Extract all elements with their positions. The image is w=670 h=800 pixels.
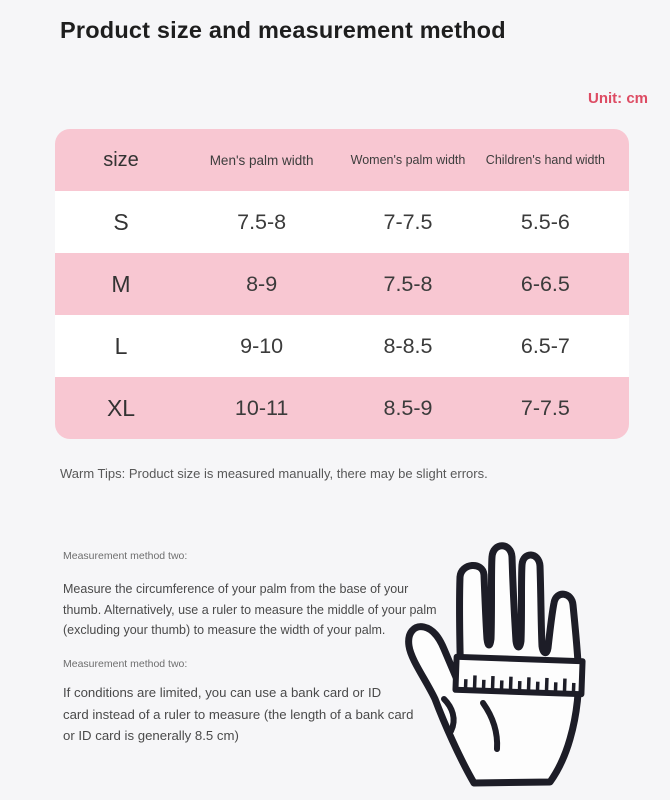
children-value: 5.5-6 [520,209,570,234]
women-value: 7-7.5 [383,209,433,234]
column-header-men: Men's palm width [209,152,314,168]
table-row: M 8-9 7.5-8 6-6.5 [55,253,629,315]
table-row: L 9-10 8-8.5 6.5-7 [55,315,629,377]
hand-with-ruler-icon [405,542,586,787]
measurement-method-2-text: If conditions are limited, you can use a… [63,682,413,747]
children-value: 6-6.5 [520,271,570,296]
table-row: XL 10-11 8.5-9 7-7.5 [55,377,629,439]
column-header-children: Children's hand width [485,153,605,167]
women-value: 7.5-8 [383,271,433,296]
size-value: XL [106,394,136,421]
men-value: 10-11 [234,395,289,420]
text-line: card instead of a ruler to measure (the … [63,706,414,722]
thumb-crease [441,696,457,734]
column-header-women: Women's palm width [350,153,466,167]
women-value: 8-8.5 [383,333,433,358]
ruler-ticks [463,675,576,692]
text-line: Measure the circumference of your palm f… [63,582,409,596]
size-value: L [114,332,128,359]
ruler [452,653,586,698]
text-line: thumb. Alternatively, use a ruler to mea… [63,602,437,617]
column-header-size: size [103,148,139,171]
text-line: (excluding your thumb) to measure the wi… [63,623,386,637]
measurement-method-2-label: Measurement method two: [63,658,188,670]
size-value: S [113,208,129,235]
men-value: 8-9 [246,271,278,296]
children-value: 7-7.5 [520,395,570,420]
measurement-method-1-text: Measure the circumference of your palm f… [63,579,437,641]
unit-label: Unit: cm [588,90,648,107]
women-value: 8.5-9 [383,395,433,420]
table-header-row: size Men's palm width Women's palm width… [55,129,629,191]
page-title: Product size and measurement method [60,17,506,43]
men-value: 9-10 [240,333,284,358]
men-value: 7.5-8 [237,209,287,234]
measurement-method-1-label: Measurement method two: [63,550,188,562]
ruler-body [452,653,586,698]
palm-crease [480,700,501,752]
text-line: If conditions are limited, you can use a… [63,685,382,700]
table-row: S 7.5-8 7-7.5 5.5-6 [55,191,629,253]
text-line: or ID card is generally 8.5 cm) [63,728,239,743]
size-table: size Men's palm width Women's palm width… [55,129,629,439]
size-value: M [111,270,131,297]
children-value: 6.5-7 [520,333,570,358]
warm-tips-text: Warm Tips: Product size is measured manu… [60,466,488,481]
